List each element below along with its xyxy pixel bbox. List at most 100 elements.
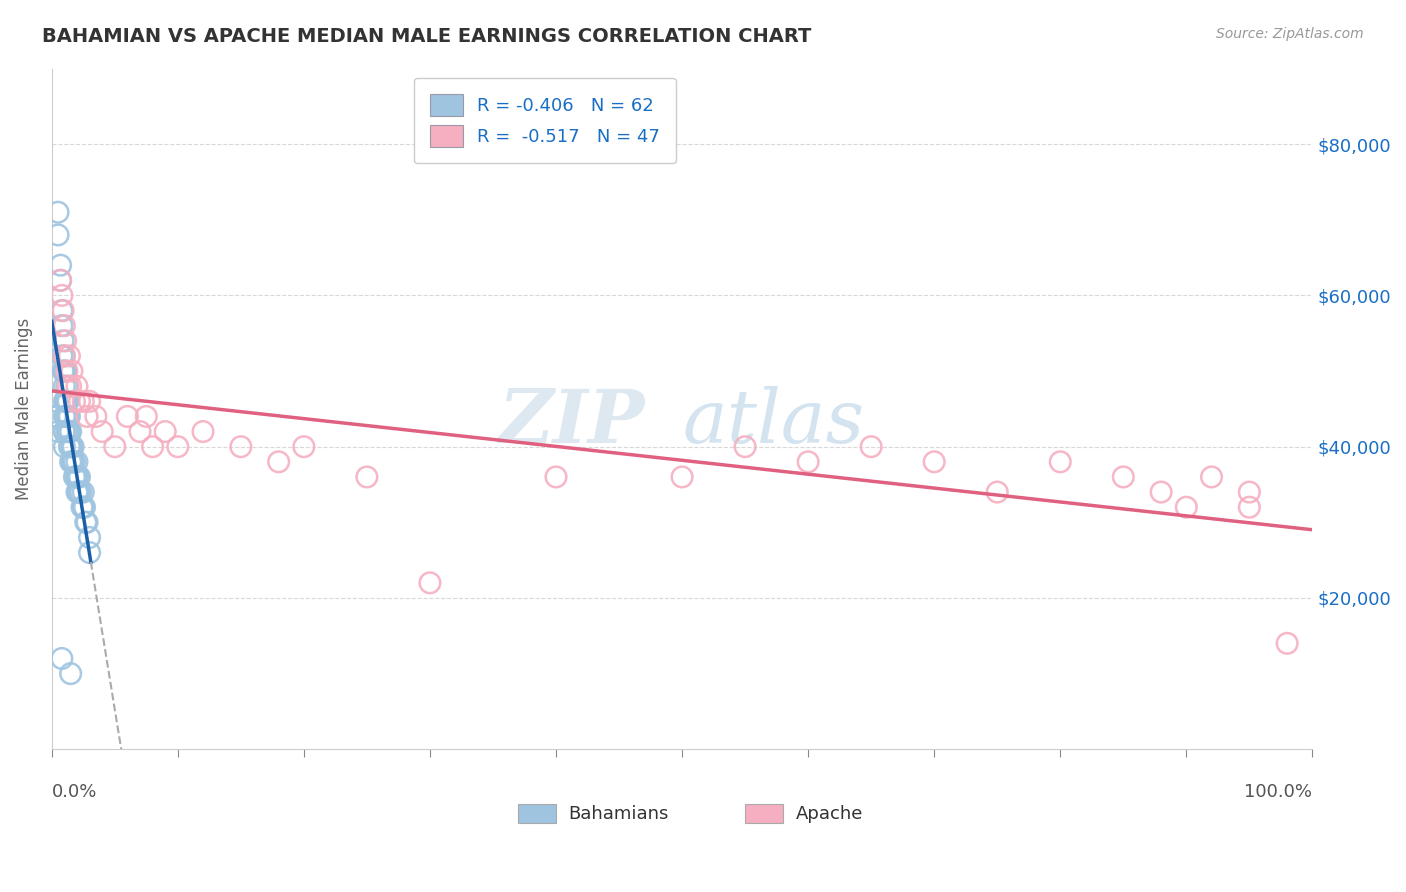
Point xyxy=(1239,485,1261,500)
Point xyxy=(129,425,152,439)
Point xyxy=(1112,470,1135,484)
Point xyxy=(84,409,107,424)
Point xyxy=(419,575,441,590)
Point xyxy=(51,303,73,318)
Point xyxy=(1175,500,1198,515)
Point xyxy=(46,205,69,219)
Point xyxy=(69,485,91,500)
Text: Source: ZipAtlas.com: Source: ZipAtlas.com xyxy=(1216,27,1364,41)
Point xyxy=(59,666,82,681)
Point xyxy=(52,364,75,378)
Point xyxy=(52,303,75,318)
Point xyxy=(56,425,79,439)
Point xyxy=(860,440,883,454)
Point xyxy=(797,455,820,469)
Point xyxy=(66,379,89,393)
Point xyxy=(79,545,101,559)
Point xyxy=(56,379,79,393)
Point xyxy=(73,500,96,515)
Point xyxy=(66,485,89,500)
FancyBboxPatch shape xyxy=(519,804,555,822)
Point xyxy=(142,440,165,454)
Point xyxy=(53,349,76,363)
Text: 100.0%: 100.0% xyxy=(1244,783,1312,801)
Point xyxy=(734,440,756,454)
Point xyxy=(55,334,77,348)
Point xyxy=(44,409,66,424)
Point xyxy=(66,455,89,469)
Point xyxy=(69,470,91,484)
Point xyxy=(544,470,567,484)
Point xyxy=(76,409,98,424)
Point xyxy=(53,440,76,454)
Text: atlas: atlas xyxy=(682,386,865,458)
Point xyxy=(56,379,79,393)
Point xyxy=(191,425,214,439)
Point xyxy=(51,349,73,363)
Point xyxy=(58,349,80,363)
Point xyxy=(229,440,252,454)
Text: ZIP: ZIP xyxy=(498,386,644,458)
Point xyxy=(63,470,86,484)
Point xyxy=(53,409,76,424)
Legend: R = -0.406   N = 62, R =  -0.517   N = 47: R = -0.406 N = 62, R = -0.517 N = 47 xyxy=(413,78,676,163)
Point xyxy=(51,288,73,302)
Point xyxy=(45,409,67,424)
Text: 0.0%: 0.0% xyxy=(52,783,97,801)
Point xyxy=(51,318,73,333)
Point xyxy=(671,470,693,484)
Point xyxy=(58,440,80,454)
Point xyxy=(53,364,76,378)
Y-axis label: Median Male Earnings: Median Male Earnings xyxy=(15,318,32,500)
Point xyxy=(58,409,80,424)
Point xyxy=(69,394,91,409)
Point xyxy=(76,516,98,530)
Point xyxy=(56,425,79,439)
Point xyxy=(56,409,79,424)
Point xyxy=(79,531,101,545)
Point xyxy=(53,349,76,363)
Point xyxy=(72,500,94,515)
Point xyxy=(45,394,67,409)
Point xyxy=(79,394,101,409)
Point xyxy=(55,364,77,378)
Point xyxy=(922,455,945,469)
Point xyxy=(1150,485,1173,500)
Point xyxy=(60,364,83,378)
Point xyxy=(58,425,80,439)
Point xyxy=(56,394,79,409)
Point xyxy=(52,334,75,348)
Point xyxy=(70,500,93,515)
Point xyxy=(55,409,77,424)
Text: BAHAMIAN VS APACHE MEDIAN MALE EARNINGS CORRELATION CHART: BAHAMIAN VS APACHE MEDIAN MALE EARNINGS … xyxy=(42,27,811,45)
Point xyxy=(59,440,82,454)
Point xyxy=(69,485,91,500)
Point xyxy=(67,470,90,484)
Point xyxy=(56,394,79,409)
Point xyxy=(46,425,69,439)
Point xyxy=(75,516,97,530)
Point xyxy=(63,455,86,469)
Point xyxy=(59,379,82,393)
Point xyxy=(62,455,84,469)
Point xyxy=(267,455,290,469)
Point xyxy=(49,258,72,272)
Point xyxy=(53,379,76,393)
Text: Apache: Apache xyxy=(796,805,863,823)
Point xyxy=(51,651,73,665)
Point xyxy=(53,425,76,439)
Point xyxy=(166,440,188,454)
Point xyxy=(59,455,82,469)
Point xyxy=(62,440,84,454)
Point xyxy=(49,273,72,287)
Point xyxy=(53,394,76,409)
Point xyxy=(1275,636,1298,650)
Point xyxy=(1201,470,1223,484)
Point xyxy=(53,425,76,439)
Point xyxy=(135,409,157,424)
Point xyxy=(60,455,83,469)
Point xyxy=(66,470,89,484)
Point xyxy=(56,409,79,424)
Point xyxy=(104,440,127,454)
Point xyxy=(155,425,177,439)
